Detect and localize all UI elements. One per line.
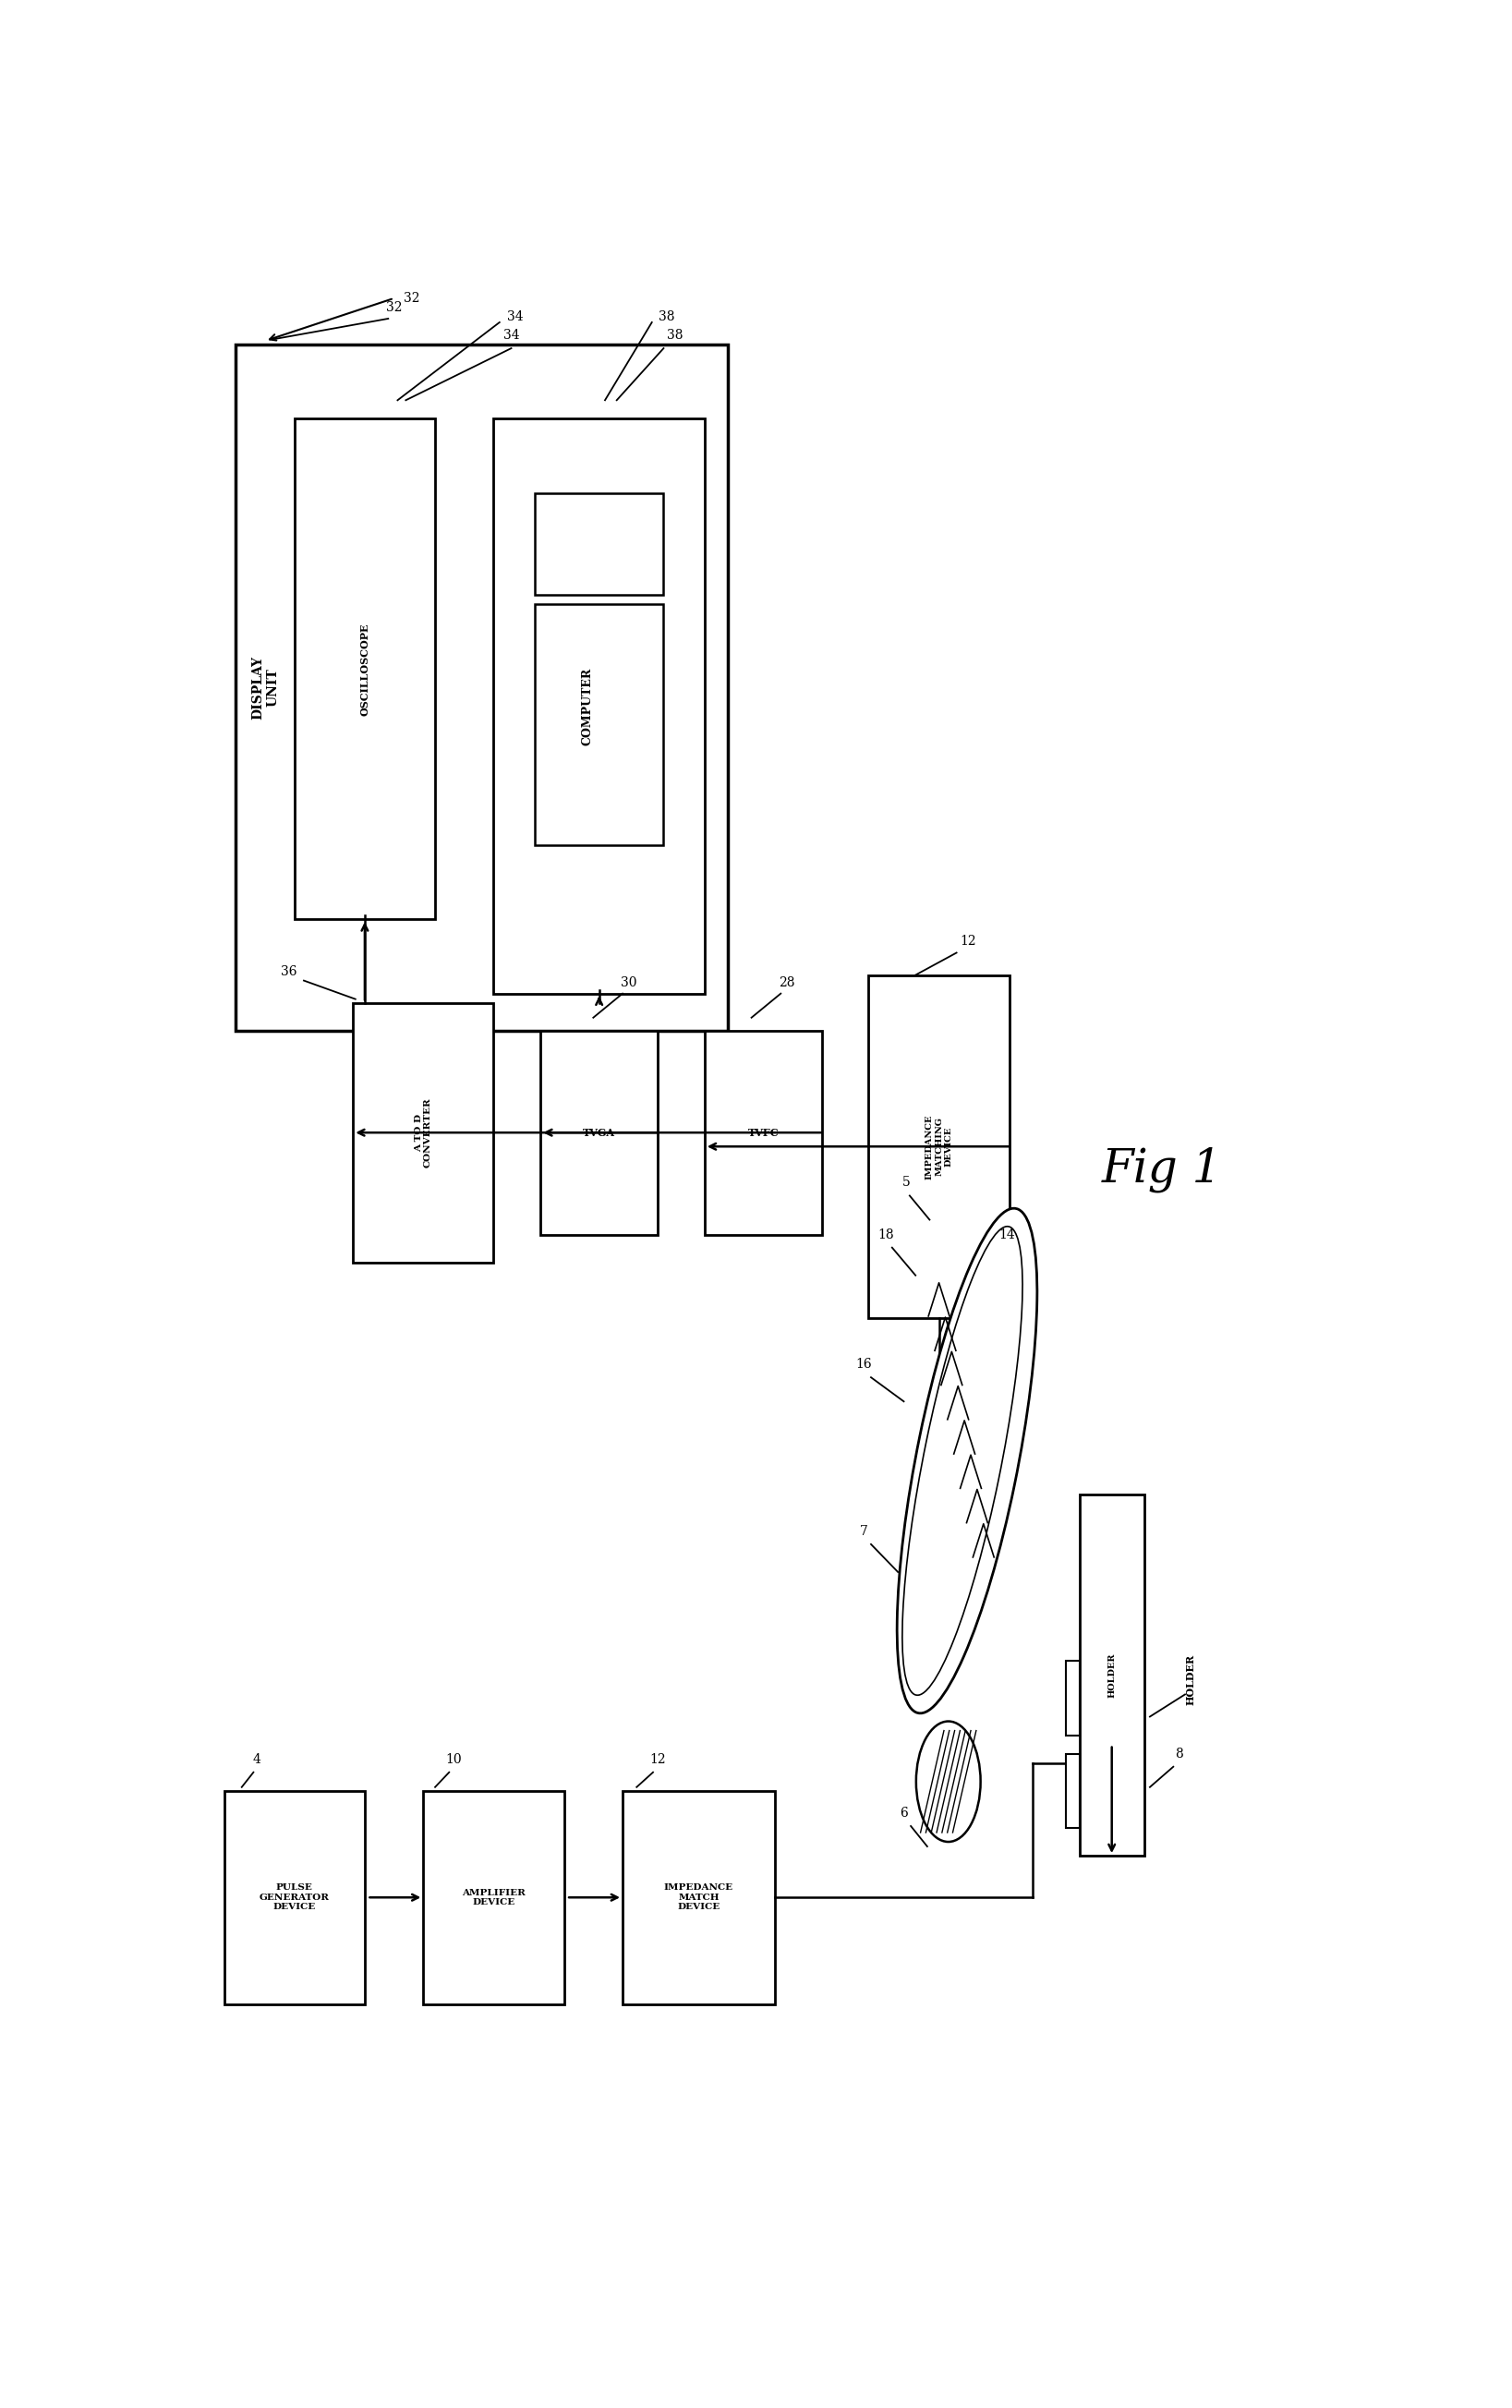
Text: 34: 34 bbox=[503, 330, 520, 342]
Text: TVFC: TVFC bbox=[747, 1127, 779, 1137]
Bar bbox=[224, 1792, 364, 2003]
Text: 4: 4 bbox=[253, 1753, 262, 1765]
Text: HOLDER: HOLDER bbox=[1108, 1652, 1116, 1698]
Text: 28: 28 bbox=[779, 975, 795, 990]
Text: 18: 18 bbox=[878, 1228, 895, 1240]
Text: 38: 38 bbox=[667, 330, 683, 342]
Bar bbox=[1066, 1753, 1080, 1828]
Bar bbox=[295, 419, 435, 920]
Text: 12: 12 bbox=[960, 934, 977, 949]
Text: 32: 32 bbox=[404, 291, 420, 306]
Text: IMPEDANCE
MATCHING
DEVICE: IMPEDANCE MATCHING DEVICE bbox=[925, 1115, 953, 1180]
Text: PULSE
GENERATOR
DEVICE: PULSE GENERATOR DEVICE bbox=[260, 1883, 330, 1912]
Text: IMPEDANCE
MATCH
DEVICE: IMPEDANCE MATCH DEVICE bbox=[664, 1883, 733, 1912]
Bar bbox=[623, 1792, 776, 2003]
Text: 36: 36 bbox=[281, 966, 296, 978]
Ellipse shape bbox=[916, 1722, 981, 1842]
Bar bbox=[541, 1031, 658, 1235]
Text: HOLDER: HOLDER bbox=[1185, 1654, 1196, 1705]
Text: 38: 38 bbox=[659, 311, 676, 323]
Text: AMPLIFIER
DEVICE: AMPLIFIER DEVICE bbox=[461, 1888, 526, 1907]
Text: A TO D
CONVERTER: A TO D CONVERTER bbox=[414, 1098, 432, 1168]
Bar bbox=[1066, 1662, 1080, 1736]
Text: OSCILLOSCOPE: OSCILLOSCOPE bbox=[360, 624, 370, 715]
Text: 34: 34 bbox=[507, 311, 523, 323]
Text: 16: 16 bbox=[856, 1358, 872, 1370]
Ellipse shape bbox=[897, 1209, 1037, 1712]
Bar bbox=[1080, 1493, 1145, 1857]
Text: 7: 7 bbox=[860, 1524, 868, 1539]
Text: COMPUTER: COMPUTER bbox=[582, 667, 593, 744]
Text: DISPLAY
UNIT: DISPLAY UNIT bbox=[251, 655, 280, 720]
Text: 14: 14 bbox=[999, 1228, 1015, 1240]
Text: 12: 12 bbox=[650, 1753, 665, 1765]
Bar bbox=[705, 1031, 823, 1235]
Bar bbox=[423, 1792, 564, 2003]
Text: Fig 1: Fig 1 bbox=[1101, 1146, 1222, 1192]
Text: 5: 5 bbox=[903, 1175, 910, 1190]
Text: 6: 6 bbox=[900, 1806, 907, 1820]
Bar bbox=[354, 1002, 493, 1262]
Bar bbox=[236, 344, 729, 1031]
Bar bbox=[868, 975, 1009, 1317]
Text: 10: 10 bbox=[446, 1753, 463, 1765]
Bar bbox=[493, 419, 705, 995]
Text: 8: 8 bbox=[1175, 1748, 1184, 1760]
Bar bbox=[535, 604, 664, 845]
Text: TVGA: TVGA bbox=[584, 1127, 615, 1137]
Text: 32: 32 bbox=[386, 301, 402, 313]
Bar bbox=[535, 494, 664, 595]
Text: 30: 30 bbox=[620, 975, 637, 990]
